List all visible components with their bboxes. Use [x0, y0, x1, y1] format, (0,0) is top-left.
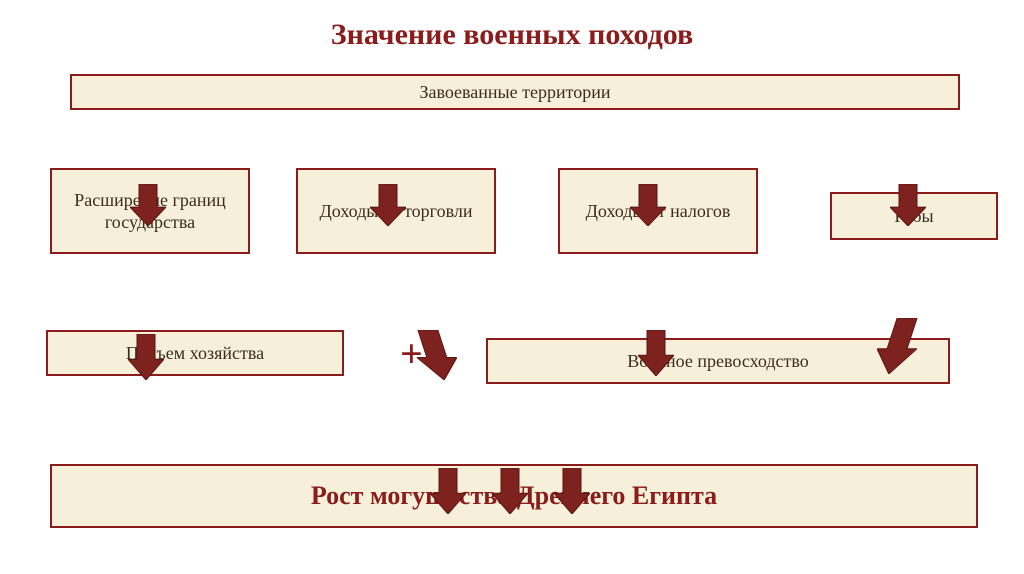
- box-top: Завоеванные территории: [70, 74, 960, 110]
- box-row2a: Подъем хозяйства: [46, 330, 344, 376]
- box-label: Завоеванные территории: [419, 81, 610, 104]
- page-title: Значение военных походов: [0, 0, 1024, 66]
